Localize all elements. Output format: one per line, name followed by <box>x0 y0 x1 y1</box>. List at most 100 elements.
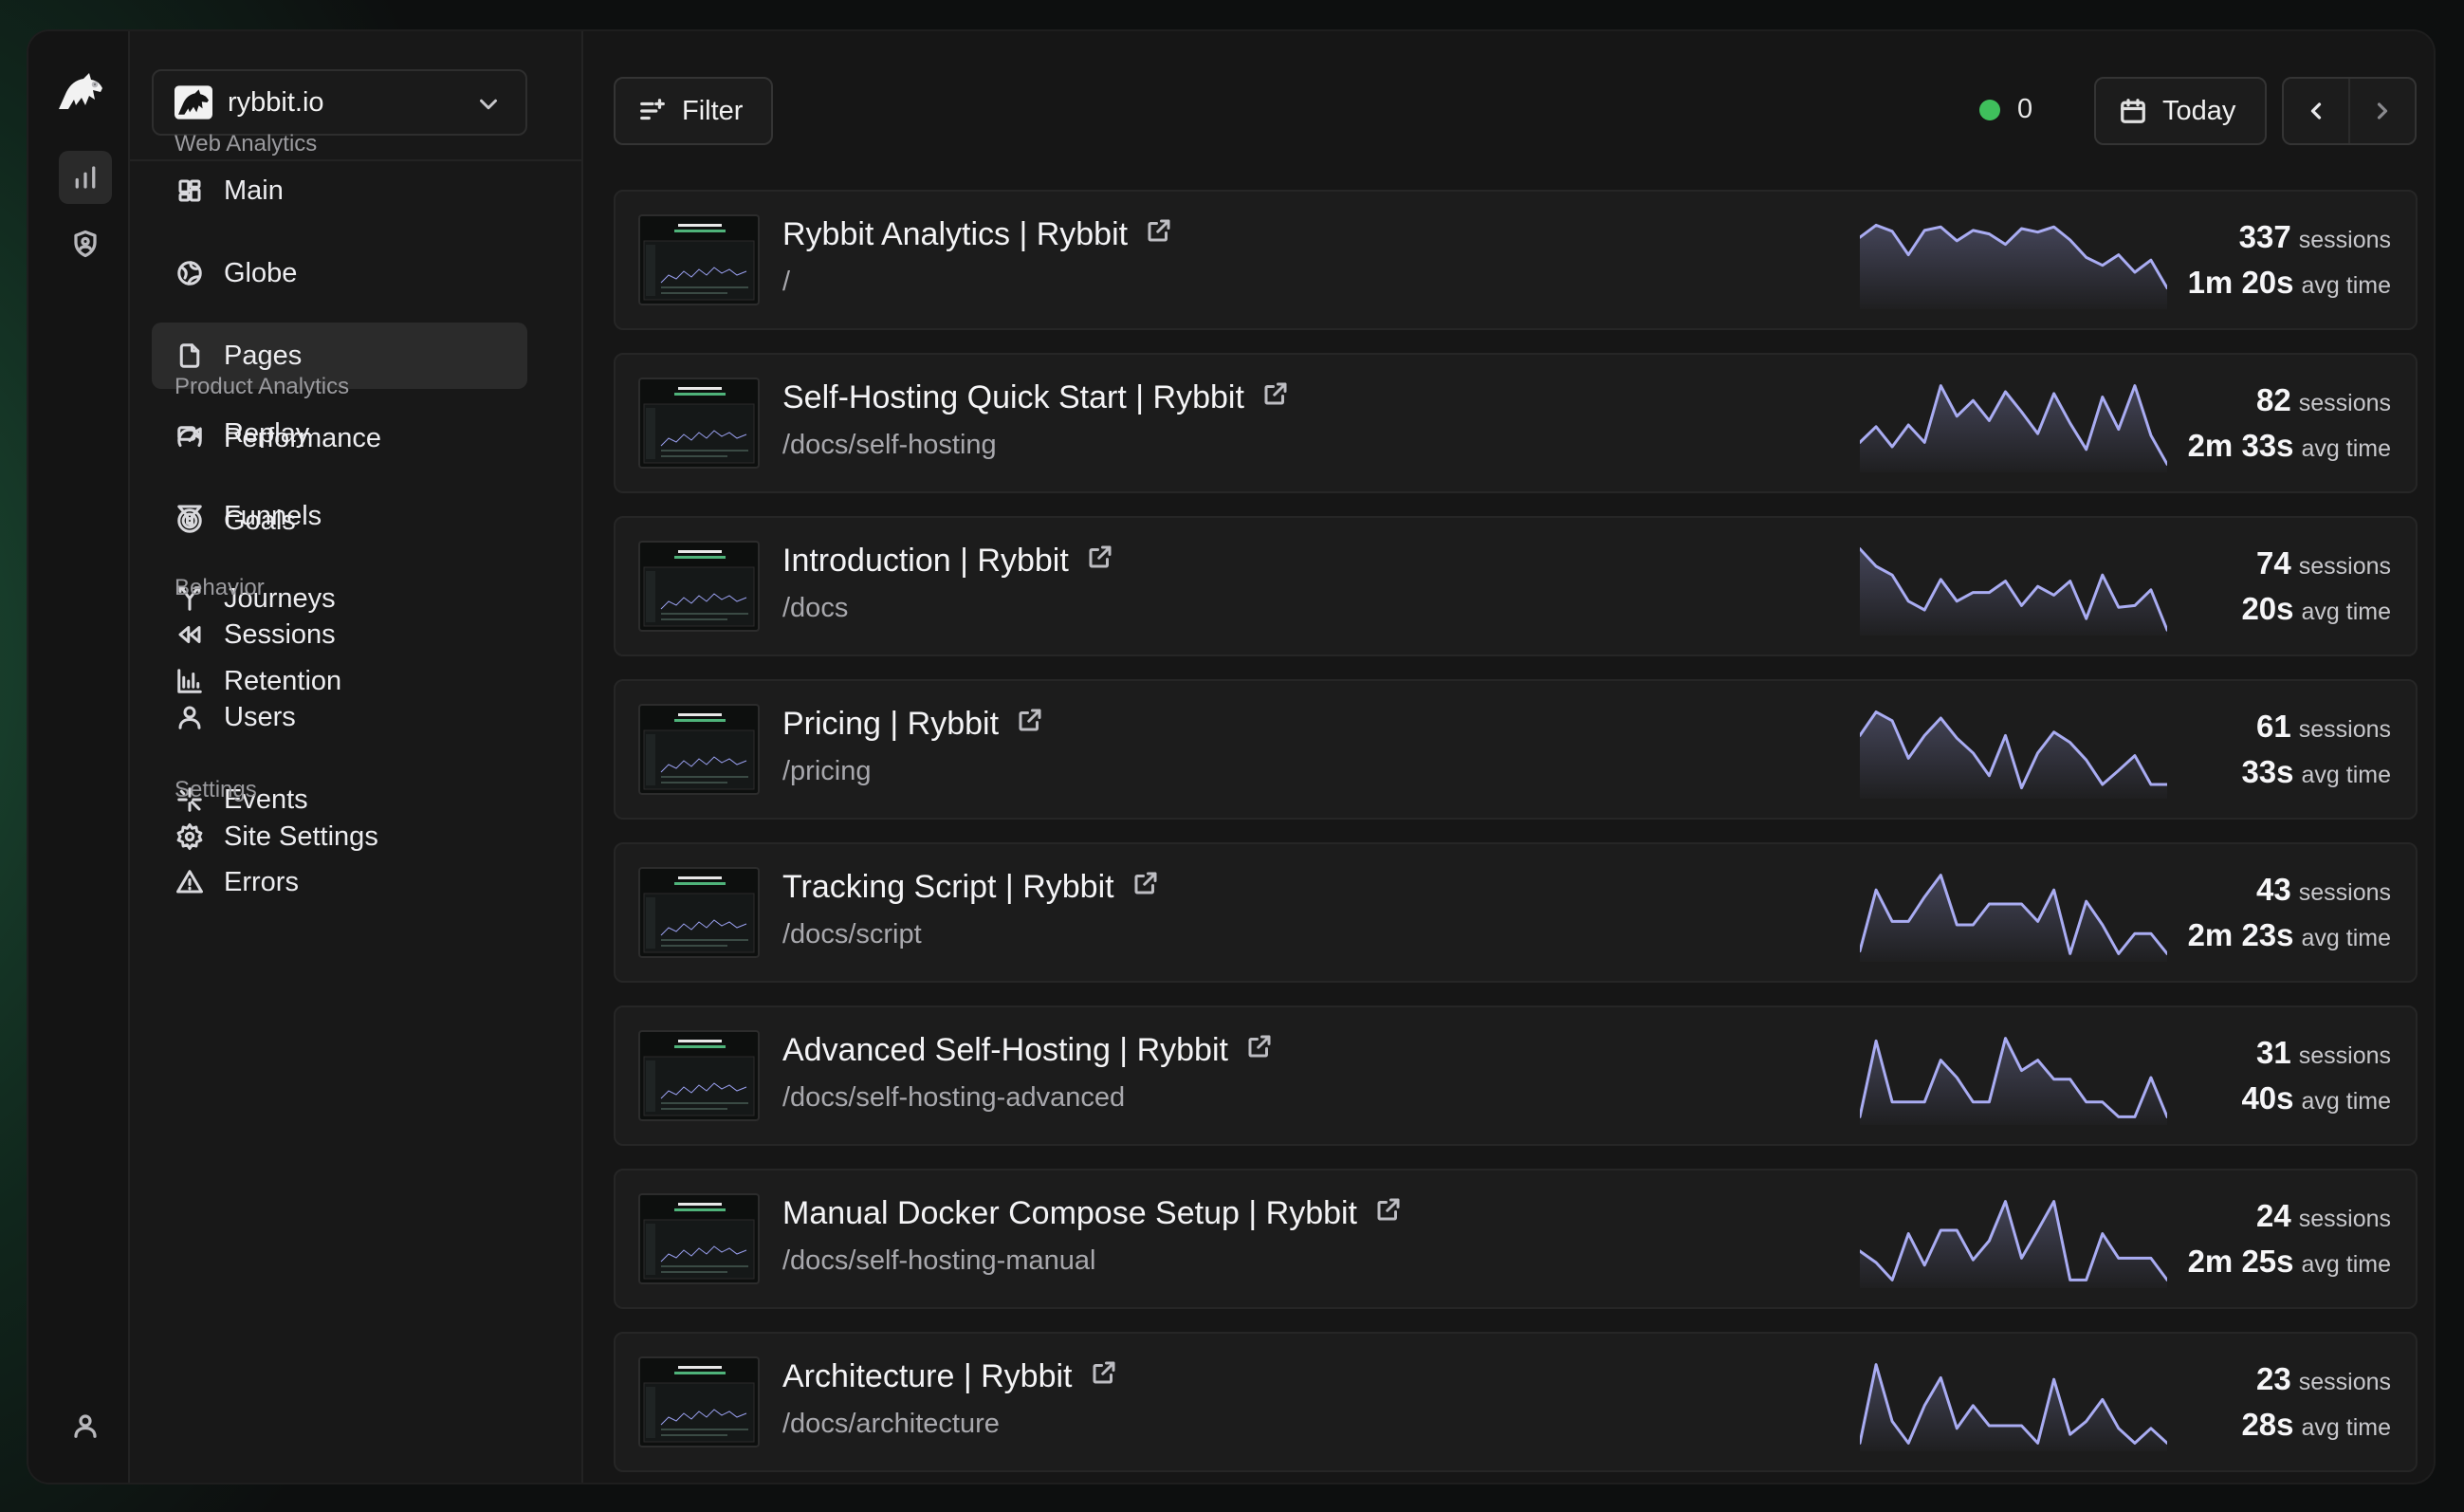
page-row[interactable]: Manual Docker Compose Setup | Rybbit/doc… <box>614 1169 2418 1309</box>
page-title-text: Manual Docker Compose Setup | Rybbit <box>782 1195 1358 1231</box>
sidebar-item-label: Main <box>224 175 284 206</box>
page-path: /docs/script <box>782 919 922 950</box>
page-title[interactable]: Tracking Script | Rybbit <box>782 869 1160 906</box>
page-title[interactable]: Architecture | Rybbit <box>782 1358 1118 1395</box>
page-title-text: Introduction | Rybbit <box>782 543 1069 579</box>
page-title-text: Tracking Script | Rybbit <box>782 869 1114 905</box>
avg-time-value: 2m 25s <box>2187 1244 2294 1279</box>
sidebar-item-users[interactable]: Users <box>152 684 527 750</box>
sparkline-line <box>1860 710 2167 790</box>
filter-button-label: Filter <box>682 95 744 126</box>
page-title[interactable]: Pricing | Rybbit <box>782 706 1044 743</box>
external-link-icon[interactable] <box>1090 1358 1118 1395</box>
sidebar-item-goals[interactable]: Goals <box>152 488 527 554</box>
section-title-web-analytics: Web Analytics <box>175 131 318 157</box>
page-thumbnail <box>638 1193 760 1284</box>
page-thumbnail <box>638 1356 760 1447</box>
external-link-icon[interactable] <box>1261 379 1290 416</box>
sidebar-item-funnels[interactable]: Funnels <box>152 483 527 549</box>
page-title[interactable]: Advanced Self-Hosting | Rybbit <box>782 1032 1274 1069</box>
security-nav-button[interactable] <box>59 217 112 270</box>
external-link-icon[interactable] <box>1016 706 1044 743</box>
page-thumbnail <box>638 378 760 469</box>
sparkline-area <box>1860 385 2167 472</box>
filter-plus-icon <box>640 99 665 120</box>
rybbit-logo-icon[interactable] <box>57 71 104 113</box>
filter-button[interactable]: Filter <box>614 77 773 145</box>
page-row[interactable]: Architecture | Rybbit/docs/architecture 2… <box>614 1332 2418 1472</box>
page-row[interactable]: Self-Hosting Quick Start | Rybbit/docs/s… <box>614 353 2418 493</box>
page-row[interactable]: Advanced Self-Hosting | Rybbit/docs/self… <box>614 1005 2418 1146</box>
session-unit: sessions <box>2298 227 2391 253</box>
sidebar-item-main[interactable]: Main <box>152 157 527 224</box>
page-stats: 74 sessions 20s avg time <box>2241 541 2391 632</box>
sidebar-item-label: Retention <box>224 665 342 696</box>
sessions-sparkline <box>1860 547 2167 636</box>
page-title[interactable]: Manual Docker Compose Setup | Rybbit <box>782 1195 1403 1232</box>
page-row[interactable]: Tracking Script | Rybbit/docs/script 43 se… <box>614 842 2418 983</box>
video-icon <box>175 418 205 449</box>
sparkline-area <box>1860 548 2167 636</box>
avg-time-unit: avg time <box>2301 762 2391 788</box>
section-title-behavior: Behavior <box>175 575 265 600</box>
sidebar: rybbit.io Web Analytics Main Globe Pages Per… <box>130 31 583 1483</box>
sidebar-item-replay[interactable]: Replay <box>152 400 527 467</box>
page-thumbnail <box>638 704 760 795</box>
page-stats: 337 sessions 1m 20s avg time <box>2188 214 2391 305</box>
page-title[interactable]: Rybbit Analytics | Rybbit <box>782 216 1173 253</box>
sparkline-area <box>1860 1201 2167 1288</box>
next-period-button[interactable] <box>2348 79 2415 143</box>
session-count: 43 <box>2256 872 2291 907</box>
sidebar-item-errors[interactable]: Errors <box>152 849 527 915</box>
page-stats: 31 sessions 40s avg time <box>2241 1030 2391 1121</box>
sparkline-line <box>1860 223 2167 290</box>
external-link-icon[interactable] <box>1131 869 1160 906</box>
sidebar-item-events[interactable]: Events <box>152 766 527 833</box>
site-name: rybbit.io <box>228 86 324 118</box>
external-link-icon[interactable] <box>1374 1195 1403 1232</box>
globe-icon <box>175 258 205 288</box>
page-path: /docs <box>782 593 849 623</box>
sidebar-item-sessions[interactable]: Sessions <box>152 601 527 668</box>
previous-period-button[interactable] <box>2284 79 2348 143</box>
avg-time-unit: avg time <box>2301 1088 2391 1115</box>
live-users-indicator[interactable]: 0 <box>1979 94 2032 125</box>
page-title[interactable]: Introduction | Rybbit <box>782 543 1114 580</box>
avg-time-value: 2m 33s <box>2187 428 2294 463</box>
external-link-icon[interactable] <box>1086 543 1114 580</box>
avg-time-unit: avg time <box>2301 925 2391 951</box>
bar-chart-icon <box>75 166 96 189</box>
sparkline-area <box>1860 225 2167 309</box>
avg-time-value: 1m 20s <box>2187 265 2294 300</box>
page-row[interactable]: Introduction | Rybbit/docs 74 sessions 20s a… <box>614 516 2418 656</box>
page-title[interactable]: Self-Hosting Quick Start | Rybbit <box>782 379 1290 416</box>
sessions-sparkline <box>1860 1037 2167 1125</box>
sidebar-item-journeys[interactable]: Journeys <box>152 565 527 632</box>
external-link-icon[interactable] <box>1145 216 1173 253</box>
session-count: 337 <box>2238 219 2291 254</box>
page-row[interactable]: Pricing | Rybbit/pricing 61 sessions 33s avg… <box>614 679 2418 820</box>
sidebar-item-globe[interactable]: Globe <box>152 240 527 306</box>
layout-grid-icon <box>175 175 205 206</box>
sidebar-item-site-settings[interactable]: Site Settings <box>152 803 527 870</box>
user-icon <box>175 702 205 732</box>
page-thumbnail <box>638 214 760 305</box>
page-thumbnail <box>638 541 760 632</box>
date-range-button[interactable]: Today <box>2094 77 2267 145</box>
sidebar-item-label: Site Settings <box>224 821 378 852</box>
session-count: 61 <box>2256 709 2291 744</box>
sidebar-item-retention[interactable]: Retention <box>152 648 527 714</box>
sidebar-item-pages[interactable]: Pages <box>152 323 527 389</box>
external-link-icon[interactable] <box>1245 1032 1274 1069</box>
site-selector[interactable]: rybbit.io <box>152 69 527 136</box>
avg-time-value: 40s <box>2241 1080 2294 1116</box>
page-row[interactable]: Rybbit Analytics | Rybbit / 337 sessions 1m … <box>614 190 2418 330</box>
sidebar-item-label: Errors <box>224 866 299 897</box>
session-unit: sessions <box>2298 1369 2391 1395</box>
sparkline-line <box>1860 1363 2167 1445</box>
date-navigation <box>2282 77 2417 145</box>
session-unit: sessions <box>2298 553 2391 580</box>
account-button[interactable] <box>59 1399 112 1452</box>
page-path: / <box>782 267 791 297</box>
analytics-nav-button[interactable] <box>59 151 112 204</box>
